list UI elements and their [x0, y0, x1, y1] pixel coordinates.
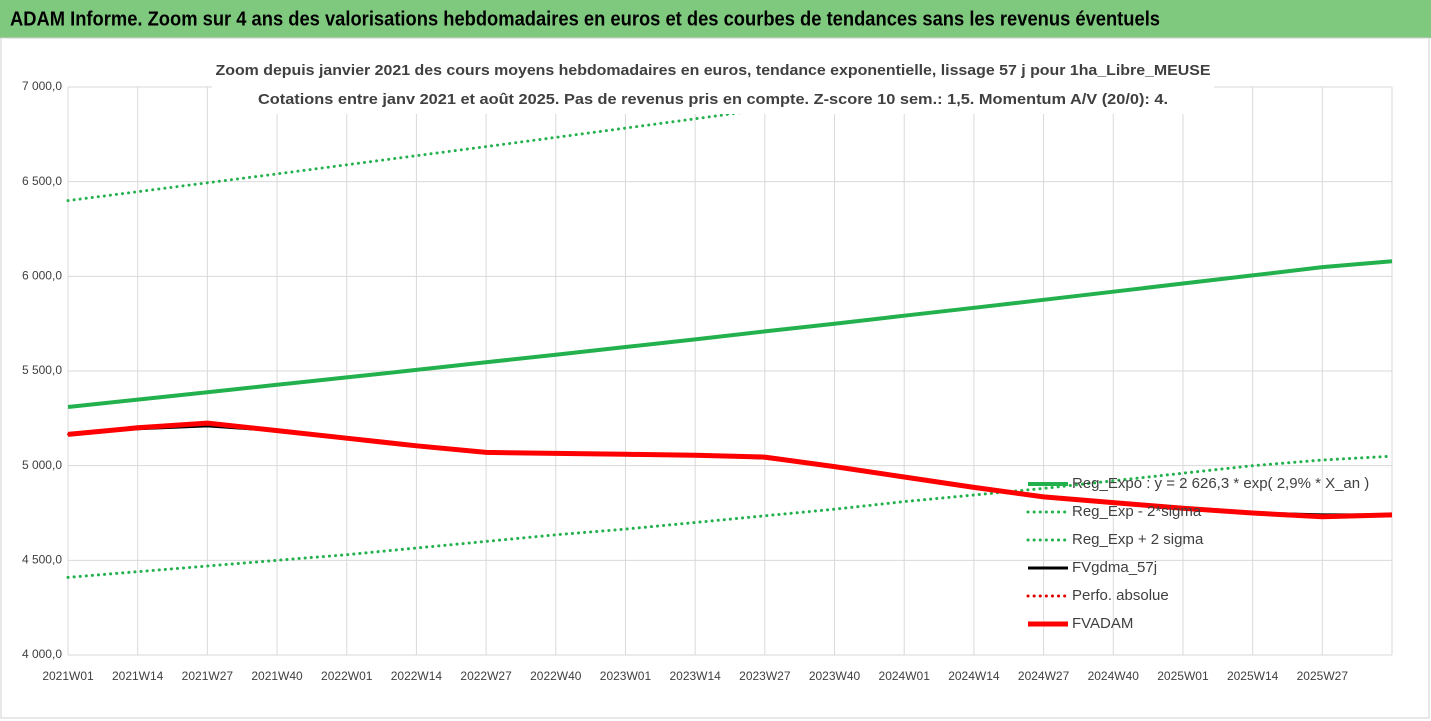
x-tick-label: 2025W14: [1227, 669, 1279, 683]
x-tick-label: 2021W01: [42, 669, 94, 683]
y-tick-label: 4 500,0: [22, 553, 62, 567]
x-tick-label: 2024W01: [879, 669, 931, 683]
y-tick-label: 7 000,0: [22, 79, 62, 93]
x-tick-label: 2023W40: [809, 669, 861, 683]
series-line: [67, 259, 1393, 409]
legend-label: Reg_Exp - 2*sigma: [1072, 503, 1202, 520]
x-tick-label: 2022W14: [391, 669, 443, 683]
legend-label: Reg_Exp + 2 sigma: [1072, 531, 1204, 548]
x-tick-label: 2024W27: [1018, 669, 1070, 683]
y-tick-label: 6 000,0: [22, 269, 62, 283]
legend-label: FVADAM: [1072, 615, 1133, 632]
x-tick-label: 2021W14: [112, 669, 164, 683]
x-tick-label: 2023W01: [600, 669, 652, 683]
x-tick-label: 2023W14: [669, 669, 721, 683]
chart-subtitle: Cotations entre janv 2021 et août 2025. …: [258, 91, 1168, 108]
x-tick-label: 2022W01: [321, 669, 373, 683]
x-tick-label: 2025W01: [1157, 669, 1209, 683]
y-tick-label: 4 000,0: [22, 647, 62, 661]
x-tick-label: 2023W27: [739, 669, 791, 683]
header-bar: [0, 0, 1431, 38]
x-tick-label: 2024W40: [1088, 669, 1140, 683]
legend-label: Perfo. absolue: [1072, 587, 1169, 604]
x-tick-label: 2025W27: [1297, 669, 1349, 683]
chart-title: Zoom depuis janvier 2021 des cours moyen…: [216, 62, 1211, 79]
series-line: [66, 454, 1394, 579]
title-box: [212, 52, 1214, 114]
x-tick-label: 2024W14: [948, 669, 1000, 683]
y-tick-label: 5 500,0: [22, 363, 62, 377]
header-title: ADAM Informe. Zoom sur 4 ans des valoris…: [10, 8, 1160, 30]
series-line: [67, 420, 1393, 520]
x-tick-label: 2021W40: [251, 669, 303, 683]
legend-label: FVgdma_57j: [1072, 559, 1157, 576]
y-tick-label: 6 500,0: [22, 174, 62, 188]
x-tick-label: 2022W40: [530, 669, 582, 683]
y-tick-label: 5 000,0: [22, 458, 62, 472]
legend-label: Reg_Expo : y = 2 626,3 * exp( 2,9% * X_a…: [1072, 475, 1369, 492]
x-tick-label: 2022W27: [460, 669, 512, 683]
chart-frame: [0, 37, 1430, 719]
x-tick-label: 2021W27: [182, 669, 234, 683]
